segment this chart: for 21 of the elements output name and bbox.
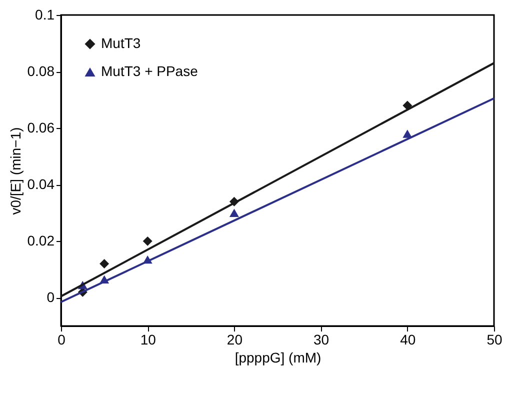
- x-tick-label: 0: [58, 332, 66, 348]
- y-tick-label: 0.06: [27, 120, 55, 136]
- point: [402, 100, 412, 110]
- y-tick-label: 0: [46, 289, 55, 306]
- point: [402, 130, 412, 138]
- x-tick-label: 10: [140, 332, 156, 348]
- x-axis-title: [ppppG] (mM): [234, 350, 322, 366]
- x-tick-label: 50: [486, 332, 502, 348]
- y-tick-label: 0.04: [27, 176, 55, 192]
- x-tick-label: 40: [400, 332, 416, 348]
- y-axis-title: v0/[E] (min−1): [7, 127, 24, 215]
- point: [142, 236, 152, 246]
- legend-label: MutT3: [101, 35, 141, 51]
- x-tick-label: 20: [226, 332, 243, 348]
- legend-label: MutT3 + PPase: [101, 63, 198, 79]
- x-tick-label: 30: [314, 332, 330, 348]
- point: [100, 259, 110, 269]
- y-tick-label: 0.02: [27, 232, 55, 249]
- y-tick-label: 0.1: [35, 6, 55, 22]
- y-tick-label: 0.08: [27, 63, 55, 80]
- point: [229, 208, 239, 218]
